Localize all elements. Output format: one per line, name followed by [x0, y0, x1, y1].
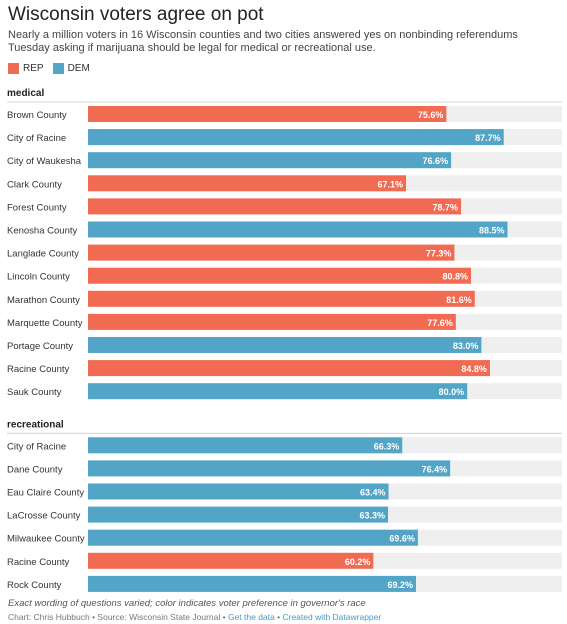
bar-recreational-0 [88, 437, 403, 454]
bar-recreational-2 [88, 483, 389, 500]
bar-label: Eau Claire County [7, 488, 84, 499]
bar-label: Lincoln County [7, 272, 70, 283]
bar-value-label: 80.8% [442, 272, 468, 282]
bar-medical-12 [88, 383, 468, 400]
bar-recreational-4 [88, 529, 418, 546]
legend-label-dem: DEM [67, 63, 90, 74]
bar-label: Sauk County [7, 387, 62, 398]
bar-label: Marathon County [7, 295, 80, 306]
bar-value-label: 77.6% [427, 318, 453, 328]
chart-footer: Chart: Chris Hubbuch • Source: Wisconsin… [8, 612, 381, 622]
legend-label-rep: REP [23, 63, 44, 74]
bar-value-label: 87.7% [475, 133, 501, 143]
bar-recreational-6 [88, 575, 417, 592]
datawrapper-link[interactable]: Created with Datawrapper [282, 612, 382, 622]
bar-value-label: 75.6% [418, 110, 444, 120]
bar-value-label: 60.2% [345, 557, 371, 567]
bar-recreational-1 [88, 460, 451, 477]
bar-medical-11 [88, 360, 490, 377]
bar-label: Racine County [7, 557, 70, 568]
bar-medical-5 [88, 221, 508, 238]
bar-medical-9 [88, 313, 456, 330]
bar-medical-1 [88, 129, 504, 146]
bar-value-label: 66.3% [374, 441, 400, 451]
bar-value-label: 63.3% [360, 511, 386, 521]
legend-item-rep: REP [8, 63, 44, 74]
chart-note: Exact wording of questions varied; color… [8, 598, 366, 609]
bar-label: Langlade County [7, 249, 79, 260]
bar-value-label: 80.0% [439, 387, 465, 397]
bar-medical-8 [88, 290, 475, 307]
bar-chart: medical Brown County 75.6% City of Racine 87… [7, 88, 562, 592]
bar-value-label: 76.6% [423, 156, 449, 166]
bar-label: Dane County [7, 464, 63, 475]
bar-label: Kenosha County [7, 226, 77, 237]
bar-value-label: 77.3% [426, 249, 452, 259]
footer-separator: • [274, 612, 283, 622]
bar-value-label: 84.8% [461, 364, 487, 374]
bar-recreational-3 [88, 506, 389, 523]
chart-subtitle: Nearly a million voters in 16 Wisconsin … [8, 29, 518, 54]
bar-medical-10 [88, 337, 482, 353]
bar-label: Milwaukee County [7, 534, 85, 545]
bar-label: Clark County [7, 179, 62, 190]
bar-label: Marquette County [7, 318, 83, 329]
bar-value-label: 67.1% [378, 179, 404, 189]
bar-label: City of Racine [7, 441, 66, 452]
legend: REP DEM [8, 63, 99, 74]
bar-value-label: 88.5% [479, 226, 505, 236]
bar-label: Rock County [7, 580, 62, 591]
bar-value-label: 83.0% [453, 341, 479, 351]
bar-medical-0 [88, 106, 447, 122]
bar-label: City of Racine [7, 133, 66, 144]
bar-label: LaCrosse County [7, 511, 81, 522]
bar-recreational-5 [88, 552, 374, 569]
get-data-link[interactable]: Get the data [227, 612, 275, 622]
bar-value-label: 81.6% [446, 295, 472, 305]
footer-credit: Chart: Chris Hubbuch • Source: Wisconsin… [8, 612, 228, 622]
bar-label: Portage County [7, 341, 73, 352]
bar-value-label: 69.2% [387, 580, 413, 590]
bar-medical-7 [88, 267, 471, 284]
bar-label: Forest County [7, 202, 67, 213]
bar-value-label: 78.7% [433, 202, 459, 212]
bar-value-label: 76.4% [422, 464, 448, 474]
bar-medical-4 [88, 198, 462, 215]
bar-medical-3 [88, 175, 407, 192]
bar-label: Brown County [7, 110, 67, 121]
chart-title: Wisconsin voters agree on pot [8, 4, 264, 25]
legend-item-dem: DEM [52, 63, 90, 74]
legend-swatch-rep [8, 63, 19, 74]
group-heading-recreational: recreational [7, 419, 64, 430]
bar-medical-6 [88, 244, 455, 261]
group-heading-medical: medical [7, 88, 44, 99]
bar-medical-2 [88, 152, 452, 169]
legend-swatch-dem [52, 63, 64, 74]
bar-value-label: 69.6% [389, 534, 415, 544]
bar-label: City of Waukesha [7, 156, 82, 167]
bar-label: Racine County [7, 364, 70, 375]
bar-value-label: 63.4% [360, 488, 386, 498]
